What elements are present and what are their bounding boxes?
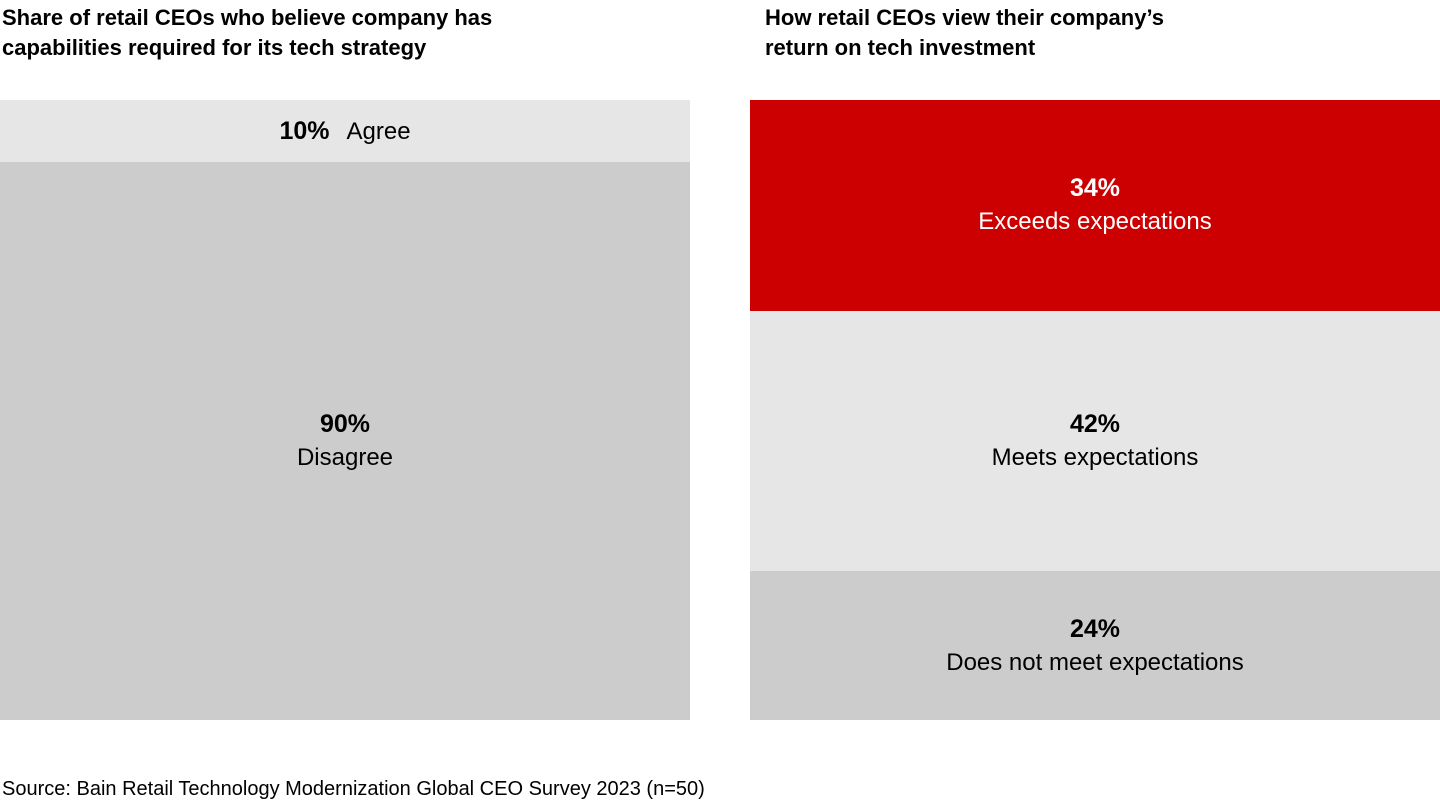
segment-inline-label-agree: 10% Agree bbox=[279, 115, 410, 148]
segment-percent-agree: 10% bbox=[279, 116, 330, 145]
segment-percent-does-not-meet-expectations: 24% bbox=[1069, 614, 1121, 643]
segment-percent-exceeds-expectations: 34% bbox=[1069, 174, 1121, 203]
segment-category-does-not-meet-expectations: Does not meet expectations bbox=[946, 648, 1244, 676]
bar-segment-agree: 10% Agree bbox=[0, 100, 690, 162]
bar-segment-meets-expectations: 42% Meets expectations bbox=[750, 310, 1440, 572]
right-chart-title-line2: return on tech investment bbox=[765, 35, 1036, 60]
segment-category-exceeds-expectations: Exceeds expectations bbox=[978, 208, 1212, 236]
left-stacked-bar: 10% Agree 90% Disagree bbox=[0, 100, 690, 720]
bar-segment-exceeds-expectations: 34% Exceeds expectations bbox=[750, 100, 1440, 311]
segment-category-meets-expectations: Meets expectations bbox=[991, 443, 1199, 471]
bar-segment-disagree: 90% Disagree bbox=[0, 162, 690, 720]
segment-percent-disagree: 90% bbox=[319, 410, 371, 438]
segment-category-agree: Agree bbox=[346, 117, 411, 145]
left-chart-title-line2: capabilities required for its tech strat… bbox=[2, 35, 427, 60]
right-chart-title: How retail CEOs view their company’s ret… bbox=[765, 3, 1164, 63]
right-chart-title-line1: How retail CEOs view their company’s bbox=[765, 5, 1164, 30]
left-chart-title: Share of retail CEOs who believe company… bbox=[2, 3, 492, 63]
segment-category-disagree: Disagree bbox=[296, 444, 394, 471]
left-chart-title-line1: Share of retail CEOs who believe company… bbox=[2, 5, 493, 30]
source-note: Source: Bain Retail Technology Moderniza… bbox=[2, 778, 705, 800]
bar-segment-does-not-meet-expectations: 24% Does not meet expectations bbox=[750, 571, 1440, 720]
segment-percent-meets-expectations: 42% bbox=[1069, 409, 1121, 438]
right-stacked-bar: 34% Exceeds expectations 42% Meets expectat… bbox=[750, 100, 1440, 720]
